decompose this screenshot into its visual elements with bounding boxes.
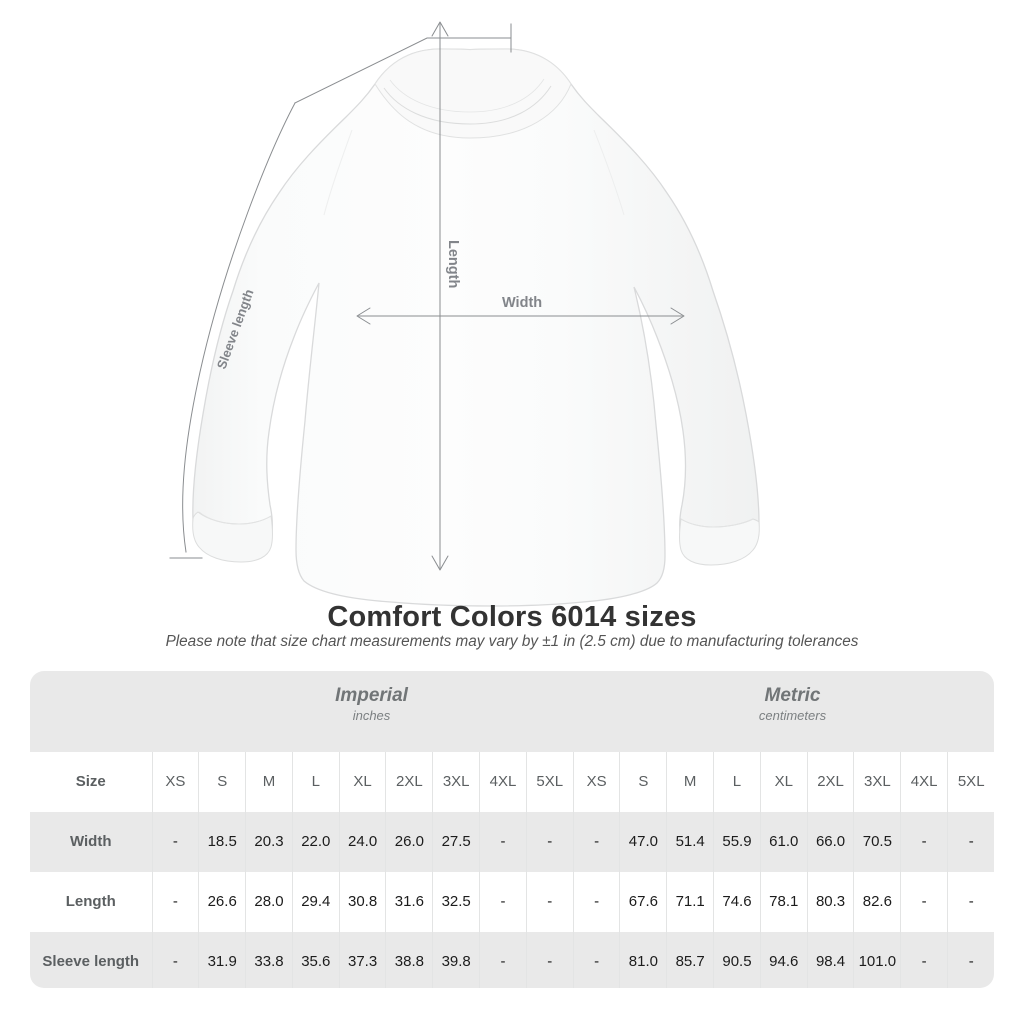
svg-text:Length: Length (445, 240, 461, 288)
svg-text:Width: Width (502, 295, 542, 311)
